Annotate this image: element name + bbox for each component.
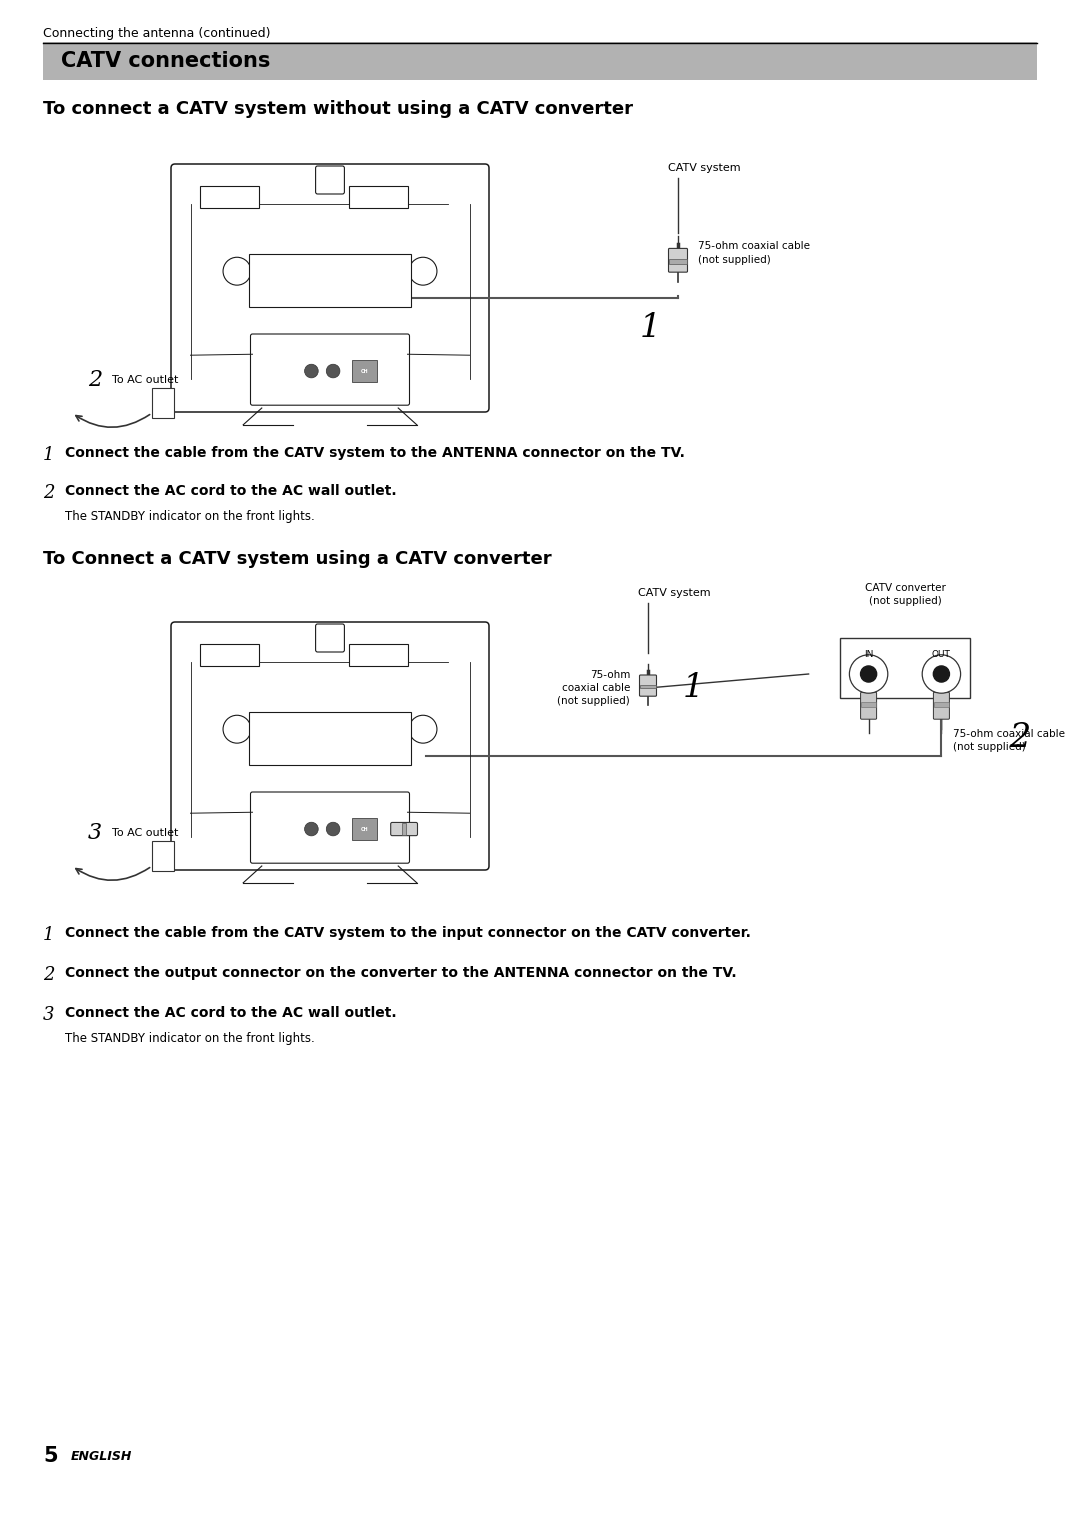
FancyBboxPatch shape <box>315 167 345 194</box>
FancyBboxPatch shape <box>315 623 345 652</box>
Bar <box>669 260 687 263</box>
FancyBboxPatch shape <box>251 335 409 405</box>
Text: Connect the cable from the CATV system to the input connector on the CATV conver: Connect the cable from the CATV system t… <box>65 926 751 940</box>
Text: To AC outlet: To AC outlet <box>112 374 178 385</box>
FancyBboxPatch shape <box>639 675 657 697</box>
Circle shape <box>305 364 319 377</box>
Text: To AC outlet: To AC outlet <box>112 828 178 837</box>
Text: To Connect a CATV system using a CATV converter: To Connect a CATV system using a CATV co… <box>43 550 552 568</box>
Circle shape <box>409 715 437 743</box>
Text: Connect the output connector on the converter to the ANTENNA connector on the TV: Connect the output connector on the conv… <box>65 966 737 979</box>
Text: CATV converter
(not supplied): CATV converter (not supplied) <box>865 584 945 607</box>
FancyBboxPatch shape <box>933 692 949 720</box>
Text: CATV system: CATV system <box>638 588 711 597</box>
Text: Connect the AC cord to the AC wall outlet.: Connect the AC cord to the AC wall outle… <box>65 1005 396 1021</box>
Text: CH: CH <box>361 827 368 831</box>
Text: 75-ohm coaxial cable
(not supplied): 75-ohm coaxial cable (not supplied) <box>698 241 810 264</box>
Bar <box>352 361 377 382</box>
FancyBboxPatch shape <box>251 792 409 863</box>
Text: 75-ohm
coaxial cable
(not supplied): 75-ohm coaxial cable (not supplied) <box>557 671 630 706</box>
Text: 1: 1 <box>43 926 54 944</box>
Text: 2: 2 <box>43 484 54 503</box>
Bar <box>249 254 410 307</box>
Circle shape <box>849 656 888 694</box>
Circle shape <box>224 257 251 286</box>
Circle shape <box>861 666 877 681</box>
Text: 75-ohm coaxial cable
(not supplied): 75-ohm coaxial cable (not supplied) <box>954 729 1065 752</box>
Bar <box>249 712 410 766</box>
Text: CH: CH <box>361 368 368 373</box>
Circle shape <box>305 822 319 836</box>
Circle shape <box>933 666 949 681</box>
Bar <box>402 824 406 834</box>
Text: The STANDBY indicator on the front lights.: The STANDBY indicator on the front light… <box>65 1031 314 1045</box>
Circle shape <box>326 822 340 836</box>
Text: ENGLISH: ENGLISH <box>71 1450 133 1462</box>
Text: Connect the cable from the CATV system to the ANTENNA connector on the TV.: Connect the cable from the CATV system t… <box>65 446 685 460</box>
Bar <box>349 186 407 208</box>
Bar <box>200 186 259 208</box>
Text: OUT: OUT <box>932 651 950 659</box>
FancyBboxPatch shape <box>171 622 489 869</box>
Bar <box>352 817 377 840</box>
Text: To connect a CATV system without using a CATV converter: To connect a CATV system without using a… <box>43 99 633 118</box>
FancyBboxPatch shape <box>391 822 418 836</box>
Circle shape <box>224 715 251 743</box>
Text: 2: 2 <box>1010 723 1030 753</box>
Bar <box>639 685 657 689</box>
Bar <box>934 703 949 707</box>
Text: 5: 5 <box>43 1445 57 1465</box>
Bar <box>152 840 174 871</box>
Text: 3: 3 <box>87 822 103 843</box>
Circle shape <box>326 364 340 377</box>
Text: 1: 1 <box>683 672 704 704</box>
Text: Connecting the antenna (continued): Connecting the antenna (continued) <box>43 28 270 40</box>
Circle shape <box>922 656 960 694</box>
Bar <box>349 643 407 666</box>
Text: The STANDBY indicator on the front lights.: The STANDBY indicator on the front light… <box>65 510 314 523</box>
Text: CATV connections: CATV connections <box>60 50 270 70</box>
FancyBboxPatch shape <box>171 163 489 413</box>
Bar <box>840 639 970 698</box>
Bar <box>200 643 259 666</box>
Bar <box>152 388 174 419</box>
Text: 3: 3 <box>43 1005 54 1024</box>
FancyBboxPatch shape <box>861 692 877 720</box>
Bar <box>861 703 876 707</box>
Text: 1: 1 <box>639 312 661 344</box>
Text: 2: 2 <box>43 966 54 984</box>
Text: Connect the AC cord to the AC wall outlet.: Connect the AC cord to the AC wall outle… <box>65 484 396 498</box>
Text: 1: 1 <box>43 446 54 465</box>
Text: 2: 2 <box>87 368 103 391</box>
Text: IN: IN <box>864 651 874 659</box>
Bar <box>43 41 1037 79</box>
FancyBboxPatch shape <box>669 249 688 272</box>
Circle shape <box>409 257 437 286</box>
Text: CATV system: CATV system <box>669 163 741 173</box>
